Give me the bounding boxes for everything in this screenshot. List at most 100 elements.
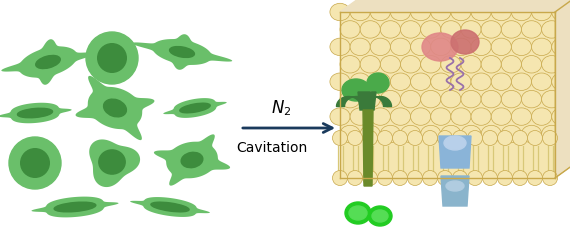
Polygon shape xyxy=(89,139,140,187)
Circle shape xyxy=(543,131,557,146)
Circle shape xyxy=(332,171,348,185)
Text: 2: 2 xyxy=(283,107,290,117)
Ellipse shape xyxy=(552,3,570,21)
Ellipse shape xyxy=(451,73,471,90)
Ellipse shape xyxy=(330,3,350,21)
Ellipse shape xyxy=(390,3,410,21)
Ellipse shape xyxy=(531,38,552,56)
Ellipse shape xyxy=(441,125,461,143)
Ellipse shape xyxy=(491,38,511,56)
Polygon shape xyxy=(1,39,95,85)
Ellipse shape xyxy=(481,56,501,73)
Ellipse shape xyxy=(410,108,431,125)
Ellipse shape xyxy=(340,21,360,38)
Ellipse shape xyxy=(421,21,441,38)
Ellipse shape xyxy=(181,152,203,168)
Ellipse shape xyxy=(370,73,390,90)
Ellipse shape xyxy=(446,181,464,191)
Polygon shape xyxy=(340,138,555,178)
Polygon shape xyxy=(555,0,570,178)
Ellipse shape xyxy=(401,56,421,73)
Ellipse shape xyxy=(431,73,451,90)
Circle shape xyxy=(393,131,408,146)
Ellipse shape xyxy=(451,38,471,56)
Polygon shape xyxy=(163,98,227,118)
Ellipse shape xyxy=(360,125,380,143)
Ellipse shape xyxy=(461,56,481,73)
Ellipse shape xyxy=(401,90,421,108)
Circle shape xyxy=(498,171,512,185)
Ellipse shape xyxy=(511,108,531,125)
Polygon shape xyxy=(132,34,232,70)
Polygon shape xyxy=(439,136,471,168)
Ellipse shape xyxy=(531,73,552,90)
Ellipse shape xyxy=(431,38,451,56)
Ellipse shape xyxy=(340,125,360,143)
Circle shape xyxy=(498,131,512,146)
Ellipse shape xyxy=(360,56,380,73)
Circle shape xyxy=(543,171,557,185)
Ellipse shape xyxy=(401,21,421,38)
Ellipse shape xyxy=(9,137,61,189)
Ellipse shape xyxy=(451,30,479,54)
Ellipse shape xyxy=(501,125,522,143)
Ellipse shape xyxy=(360,21,380,38)
Ellipse shape xyxy=(552,73,570,90)
Ellipse shape xyxy=(441,90,461,108)
Circle shape xyxy=(467,171,482,185)
Ellipse shape xyxy=(491,3,511,21)
Ellipse shape xyxy=(342,79,370,101)
Ellipse shape xyxy=(340,56,360,73)
Ellipse shape xyxy=(522,56,542,73)
Polygon shape xyxy=(358,92,376,110)
Ellipse shape xyxy=(522,90,542,108)
Ellipse shape xyxy=(441,56,461,73)
Ellipse shape xyxy=(380,125,401,143)
Circle shape xyxy=(408,131,422,146)
Ellipse shape xyxy=(511,73,531,90)
Ellipse shape xyxy=(511,38,531,56)
Ellipse shape xyxy=(542,125,562,143)
Circle shape xyxy=(393,171,408,185)
Ellipse shape xyxy=(431,108,451,125)
Polygon shape xyxy=(340,12,555,138)
Ellipse shape xyxy=(372,210,388,222)
Ellipse shape xyxy=(531,108,552,125)
Circle shape xyxy=(438,131,453,146)
Ellipse shape xyxy=(451,3,471,21)
Ellipse shape xyxy=(380,90,401,108)
Ellipse shape xyxy=(471,73,491,90)
Circle shape xyxy=(363,131,377,146)
Ellipse shape xyxy=(522,21,542,38)
Circle shape xyxy=(482,171,498,185)
Circle shape xyxy=(422,131,438,146)
Ellipse shape xyxy=(410,73,431,90)
Polygon shape xyxy=(31,196,119,217)
Ellipse shape xyxy=(18,108,52,118)
Ellipse shape xyxy=(481,90,501,108)
Ellipse shape xyxy=(461,90,481,108)
Circle shape xyxy=(512,131,527,146)
Polygon shape xyxy=(154,134,230,186)
Ellipse shape xyxy=(360,90,380,108)
Ellipse shape xyxy=(461,21,481,38)
Ellipse shape xyxy=(444,136,466,150)
Ellipse shape xyxy=(330,108,350,125)
Ellipse shape xyxy=(349,206,367,220)
Ellipse shape xyxy=(421,90,441,108)
Ellipse shape xyxy=(461,125,481,143)
Ellipse shape xyxy=(180,103,210,113)
Ellipse shape xyxy=(501,21,522,38)
Circle shape xyxy=(438,171,453,185)
Ellipse shape xyxy=(330,38,350,56)
Ellipse shape xyxy=(99,150,125,174)
Ellipse shape xyxy=(21,149,49,177)
Ellipse shape xyxy=(471,38,491,56)
Ellipse shape xyxy=(368,206,392,226)
Circle shape xyxy=(527,171,543,185)
Ellipse shape xyxy=(380,21,401,38)
Ellipse shape xyxy=(86,32,138,84)
Circle shape xyxy=(408,171,422,185)
Circle shape xyxy=(453,131,467,146)
Ellipse shape xyxy=(422,33,458,61)
